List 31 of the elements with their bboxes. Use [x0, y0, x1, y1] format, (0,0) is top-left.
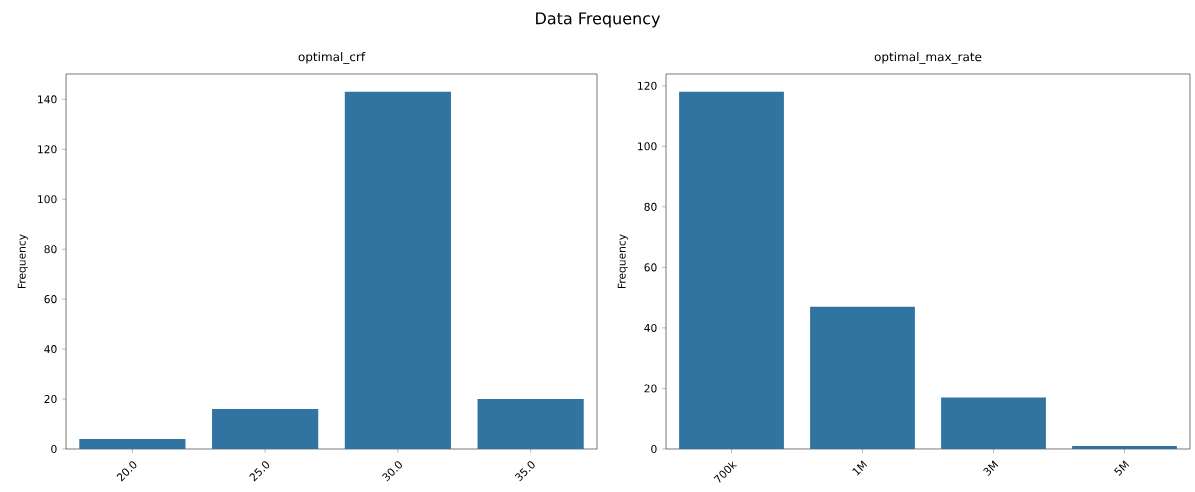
bar: [810, 306, 915, 449]
y-tick-label: 100: [38, 195, 57, 204]
chart-title: optimal_max_rate: [874, 52, 982, 64]
bar: [477, 399, 584, 449]
y-tick-label: 60: [44, 295, 57, 304]
y-tick-label: 20: [644, 384, 657, 393]
y-tick-label: 0: [651, 444, 657, 454]
bar: [679, 91, 784, 449]
x-tick-label: 3M: [983, 460, 999, 476]
bar: [941, 397, 1046, 449]
y-tick-label: 60: [644, 263, 657, 272]
x-tick-label: 5M: [1114, 460, 1130, 476]
y-axis-title: Frequency: [17, 234, 28, 288]
y-tick-label: 20: [44, 394, 57, 404]
y-tick-label: 100: [638, 142, 657, 151]
text: Data Frequency: [536, 12, 661, 28]
y-tick-label: 120: [638, 81, 657, 90]
y-tick-label: 0: [51, 444, 57, 454]
y-tick-label: 80: [644, 202, 657, 211]
chart-title: optimal_crf: [298, 52, 366, 64]
bar: [1072, 445, 1177, 449]
x-tick-label: 1M: [852, 460, 868, 476]
bar: [79, 439, 186, 449]
y-tick-label: 80: [44, 245, 57, 254]
bar: [212, 409, 319, 449]
y-tick-label: 120: [38, 145, 57, 154]
y-tick-label: 140: [38, 95, 57, 104]
y-axis-title: Frequency: [617, 234, 628, 288]
y-tick-label: 40: [644, 323, 657, 332]
bar: [344, 91, 451, 449]
y-tick-label: 40: [44, 345, 57, 354]
